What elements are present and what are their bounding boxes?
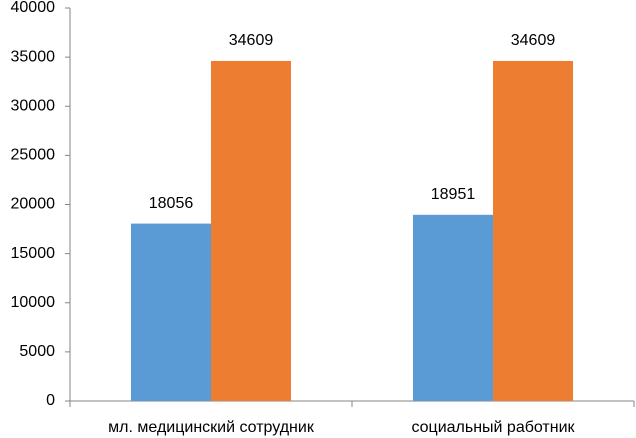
y-tick-label: 35000 [11,48,56,65]
data-label: 34609 [229,32,274,49]
y-tick-label: 0 [46,392,55,409]
bar [211,60,291,401]
x-tick-label: социальный работник [411,419,575,436]
y-tick-label: 25000 [11,147,56,164]
y-tick-label: 15000 [11,245,56,262]
bar [493,60,573,401]
bar [413,214,493,401]
y-tick-label: 40000 [11,0,56,16]
bar [131,223,211,401]
data-label: 18056 [149,195,194,212]
y-tick-label: 5000 [19,343,55,360]
y-tick-label: 10000 [11,294,56,311]
y-tick-label: 30000 [11,97,56,114]
data-label: 18951 [431,186,476,203]
x-tick-label: мл. медицинский сотрудник [108,419,315,436]
y-tick-label: 20000 [11,196,56,213]
data-label: 34609 [511,32,556,49]
